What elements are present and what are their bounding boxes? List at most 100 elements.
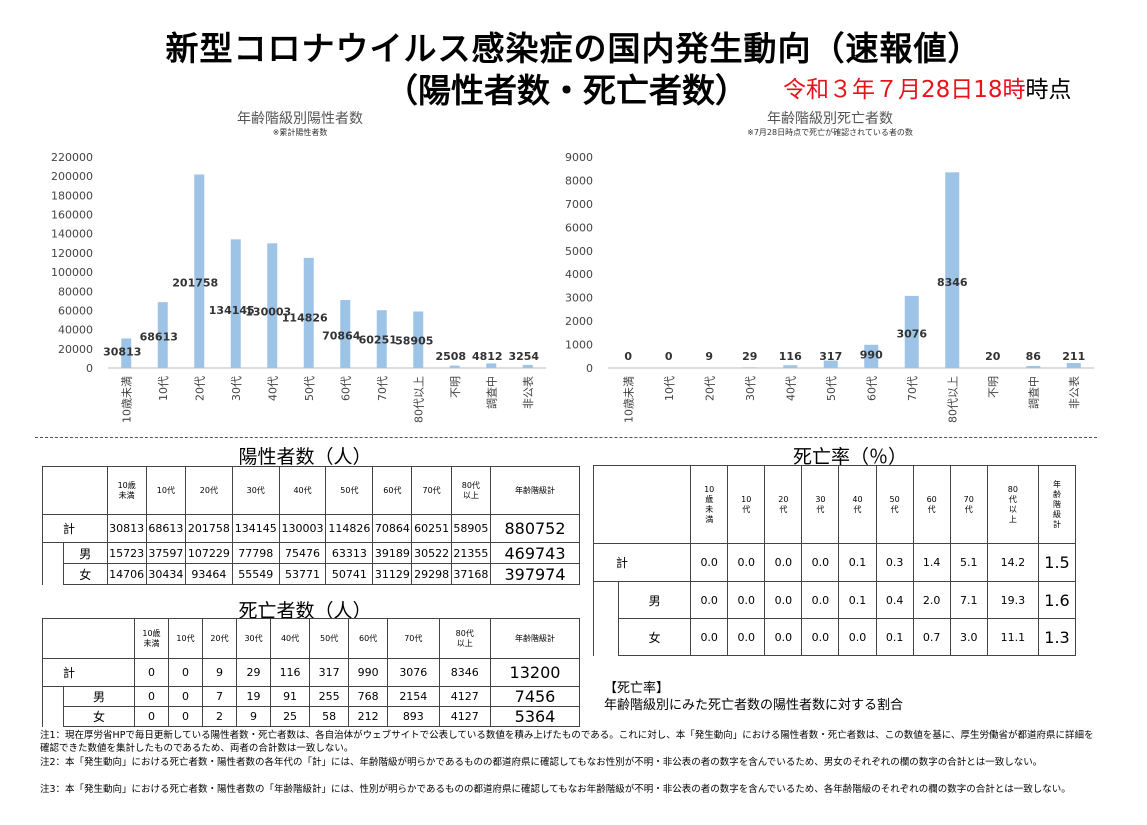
- table-cell: 130003: [278, 514, 327, 543]
- table-cell: 60251: [411, 514, 452, 543]
- table-cell: 0: [167, 706, 204, 727]
- bar: [157, 302, 168, 368]
- y-tick-label: 4000: [565, 268, 593, 281]
- table-row: 計 30813 68613 201758 134145 130003 114826 70864…: [42, 514, 580, 543]
- column-header-text: 20: [778, 494, 789, 504]
- deaths-bar-chart: 0 1000 2000 3000 4000 5000 6000 7000 8000 9000 0 10…: [565, 151, 1094, 423]
- column-header: 60代: [372, 466, 413, 515]
- data-label: 3076: [896, 328, 927, 341]
- rate-note-body: 年齢階級別にみた死亡者数の陽性者数に対する割合: [604, 698, 904, 713]
- category-label: 50代: [303, 376, 316, 401]
- column-header-text: 10: [704, 484, 715, 494]
- table-cell: 0.0: [764, 543, 803, 582]
- y-tick-label: 40000: [58, 324, 93, 337]
- column-header-text: 以: [1008, 504, 1017, 514]
- column-header-text: 代: [1008, 494, 1017, 504]
- column-header-text: 代: [890, 504, 899, 514]
- table-cell: 7: [201, 686, 238, 707]
- rate-table-title: 死亡率（％）: [792, 446, 907, 468]
- positives-chart-note: ※累計陽性者数: [272, 128, 328, 137]
- table-cell: 21355: [450, 542, 492, 564]
- row-label: 計: [42, 658, 135, 687]
- page-title: 新型コロナウイルス感染症の国内発生動向（速報値）: [165, 29, 982, 68]
- table-cell: 0.0: [838, 618, 877, 656]
- column-header: 10代: [167, 618, 204, 659]
- table-cell: 2: [201, 706, 238, 727]
- table-cell: 880752: [490, 514, 580, 543]
- table-cell: 0.0: [690, 581, 729, 619]
- table-cell: 0.0: [690, 618, 729, 656]
- data-label: 134145: [209, 304, 255, 317]
- positives-chart-title: 年齢階級別陽性者数: [237, 111, 363, 127]
- data-label: 68613: [140, 330, 178, 343]
- table-cell: 0.0: [727, 618, 766, 656]
- column-header-text: 40: [852, 494, 863, 504]
- table-cell: 0.0: [690, 543, 729, 582]
- table-cell: 5364: [490, 706, 580, 727]
- table-cell: 768: [348, 686, 389, 707]
- page-subtitle: （陽性者数・死亡者数）: [385, 71, 748, 110]
- row-indent-cell: [593, 618, 619, 656]
- column-header-text: 未満: [143, 638, 160, 648]
- column-header-text: 60: [926, 494, 937, 504]
- row-label: 男: [63, 542, 108, 564]
- column-header-text: 20代: [199, 485, 218, 495]
- y-tick-label: 100000: [51, 266, 93, 279]
- table-cell: 75476: [278, 542, 327, 564]
- table-cell: 201758: [184, 514, 233, 543]
- table-cell: 469743: [490, 542, 580, 564]
- column-header: 70代: [411, 466, 452, 515]
- category-label: 非公表: [1067, 376, 1081, 409]
- table-cell: 0: [133, 686, 169, 707]
- row-label: 計: [42, 514, 108, 543]
- table-cell: 990: [348, 658, 389, 687]
- bar: [522, 364, 533, 368]
- table-cell: 116: [270, 658, 311, 687]
- bar: [340, 300, 351, 368]
- table-cell: 58: [309, 706, 350, 727]
- data-label: 116: [779, 350, 802, 363]
- category-label: 不明: [987, 376, 1000, 398]
- table-cell: 14.2: [986, 543, 1040, 582]
- table-cell: 58905: [450, 514, 492, 543]
- row-indent-cell: [42, 706, 64, 727]
- category-label: 10歳未満: [120, 376, 133, 423]
- table-cell: 68613: [145, 514, 186, 543]
- y-tick-label: 120000: [51, 247, 93, 260]
- table-cell: 317: [309, 658, 350, 687]
- table-cell: 255: [309, 686, 350, 707]
- column-header-text: 70: [963, 494, 974, 504]
- table-cell: 0.7: [912, 618, 951, 656]
- table-corner-cell: [592, 465, 692, 544]
- table-cell: 5.1: [949, 543, 988, 582]
- deaths-chart-note: ※7月28日時点で死亡が確認されている者の数: [747, 128, 913, 137]
- category-label: 10代: [663, 376, 676, 401]
- as-of-date-value: 令和３年７月28日18時: [783, 77, 1026, 103]
- data-label: 30813: [103, 346, 141, 359]
- table-cell: 30434: [145, 563, 186, 585]
- rate-note-heading: 【死亡率】: [604, 681, 670, 696]
- table-cell: 9: [236, 706, 272, 727]
- table-cell: 0.1: [875, 618, 914, 656]
- table-cell: 14706: [106, 563, 147, 585]
- table-cell: 19.3: [986, 581, 1040, 619]
- column-header-text: 80: [1007, 484, 1018, 494]
- table-cell: 0: [167, 686, 204, 707]
- deaths-table-title: 死亡者数（人）: [238, 600, 372, 622]
- category-label: 40代: [266, 376, 279, 401]
- table-corner-cell: [42, 466, 108, 515]
- bar: [783, 365, 798, 368]
- table-cell: 1.3: [1038, 618, 1076, 656]
- column-header-text: 代: [853, 504, 862, 514]
- column-header-text: 代: [927, 504, 936, 514]
- table-cell: 0.0: [801, 618, 840, 656]
- table-cell: 8346: [438, 658, 492, 687]
- y-tick-label: 7000: [565, 198, 593, 211]
